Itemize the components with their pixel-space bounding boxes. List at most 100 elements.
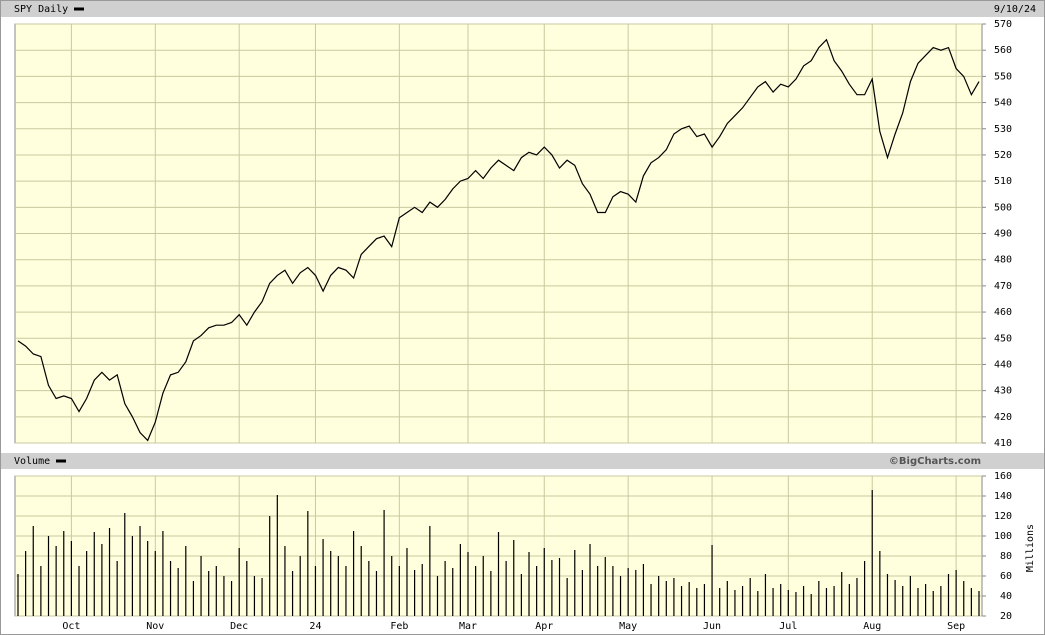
y-tick-label: 550 <box>994 71 1012 82</box>
y-tick-label: 80 <box>1000 551 1012 562</box>
volume-bar <box>200 556 202 616</box>
y-tick-label: 60 <box>1000 571 1012 582</box>
volume-bar <box>894 580 896 616</box>
y-tick-label: 450 <box>994 333 1012 344</box>
volume-bar <box>345 566 347 616</box>
y-tick-label: 410 <box>994 438 1012 449</box>
volume-bar <box>513 540 515 616</box>
volume-bar <box>284 546 286 616</box>
volume-bar <box>116 561 118 616</box>
volume-bar <box>841 572 843 616</box>
volume-bar <box>780 584 782 616</box>
y-tick-label: 570 <box>994 19 1012 30</box>
volume-bar <box>612 566 614 616</box>
volume-bar <box>543 548 545 616</box>
volume-bar <box>421 564 423 616</box>
volume-bar <box>711 545 713 616</box>
volume-bar <box>490 571 492 616</box>
volume-bar <box>856 578 858 616</box>
volume-bar <box>253 576 256 616</box>
volume-bar <box>154 551 156 616</box>
y-tick-label: 420 <box>994 412 1012 423</box>
y-tick-label: 540 <box>994 98 1012 109</box>
volume-bar <box>406 548 408 616</box>
volume-bar <box>772 588 774 616</box>
volume-bar <box>330 551 332 616</box>
volume-bar <box>177 568 179 616</box>
volume-bar <box>230 581 233 616</box>
volume-bar <box>444 561 446 616</box>
x-tick-label: 24 <box>309 621 321 632</box>
volume-bar <box>703 584 706 616</box>
credit: ©BigCharts.com <box>889 456 981 467</box>
y-tick-label: 430 <box>994 386 1012 397</box>
volume-bar <box>536 566 538 616</box>
y-tick-label: 440 <box>994 359 1012 370</box>
volume-bar <box>475 566 477 616</box>
volume-bar <box>932 591 934 616</box>
volume-bar <box>673 578 675 616</box>
volume-bar <box>597 566 599 616</box>
volume-bar <box>818 581 820 616</box>
volume-bar <box>581 570 583 616</box>
volume-bar <box>299 556 301 616</box>
volume-bar <box>375 571 378 616</box>
volume-bar <box>360 546 362 616</box>
x-tick-label: Jul <box>779 621 797 632</box>
volume-bar <box>452 568 454 616</box>
volume-bar <box>925 584 927 616</box>
volume-bar <box>635 570 637 616</box>
volume-bar <box>124 513 126 616</box>
volume-bar <box>269 516 271 616</box>
volume-bar <box>810 594 812 616</box>
volume-bar <box>680 586 683 616</box>
x-tick-label: Sep <box>947 621 965 632</box>
volume-bar <box>917 588 919 616</box>
volume-bar <box>131 536 134 616</box>
volume-bar <box>414 570 416 616</box>
volume-bar <box>688 582 690 616</box>
y-tick-label: 480 <box>994 255 1012 266</box>
volume-bar <box>246 561 248 616</box>
volume-bar <box>467 552 469 616</box>
volume-bar <box>63 531 65 616</box>
volume-bar <box>734 590 736 616</box>
volume-bar <box>482 556 484 616</box>
volume-bar <box>520 574 522 616</box>
volume-bar <box>825 588 828 616</box>
x-tick-label: Oct <box>62 621 80 632</box>
y-tick-label: 490 <box>994 229 1012 240</box>
volume-bar <box>185 546 187 616</box>
volume-bar <box>162 531 164 616</box>
volume-bar <box>757 591 759 616</box>
y-tick-label: 520 <box>994 150 1012 161</box>
volume-bar <box>505 561 507 616</box>
volume-bar <box>833 586 835 616</box>
volume-bar <box>696 588 698 616</box>
chart-title: Volume <box>14 456 50 467</box>
volume-bar <box>886 574 889 616</box>
volume-bar <box>719 588 721 616</box>
volume-bar <box>169 561 172 616</box>
volume-bar <box>55 546 57 616</box>
volume-bar <box>78 566 80 616</box>
volume-bar <box>322 539 324 616</box>
volume-bar <box>726 581 728 616</box>
x-tick-label: Feb <box>390 621 408 632</box>
volume-bar <box>47 536 50 616</box>
y-tick-label: 560 <box>994 45 1012 56</box>
volume-bar <box>589 544 591 616</box>
volume-bar <box>650 584 652 616</box>
y-tick-label: 20 <box>1000 611 1012 622</box>
volume-bar <box>528 552 530 616</box>
volume-bar <box>497 532 500 616</box>
volume-bar <box>947 574 950 616</box>
volume-bar <box>970 588 972 616</box>
y-tick-label: 500 <box>994 202 1012 213</box>
volume-bar <box>604 557 606 616</box>
volume-bar <box>902 586 904 616</box>
volume-bar <box>566 578 568 616</box>
chart-title: SPY Daily <box>14 4 68 15</box>
y-tick-label: 100 <box>994 531 1012 542</box>
